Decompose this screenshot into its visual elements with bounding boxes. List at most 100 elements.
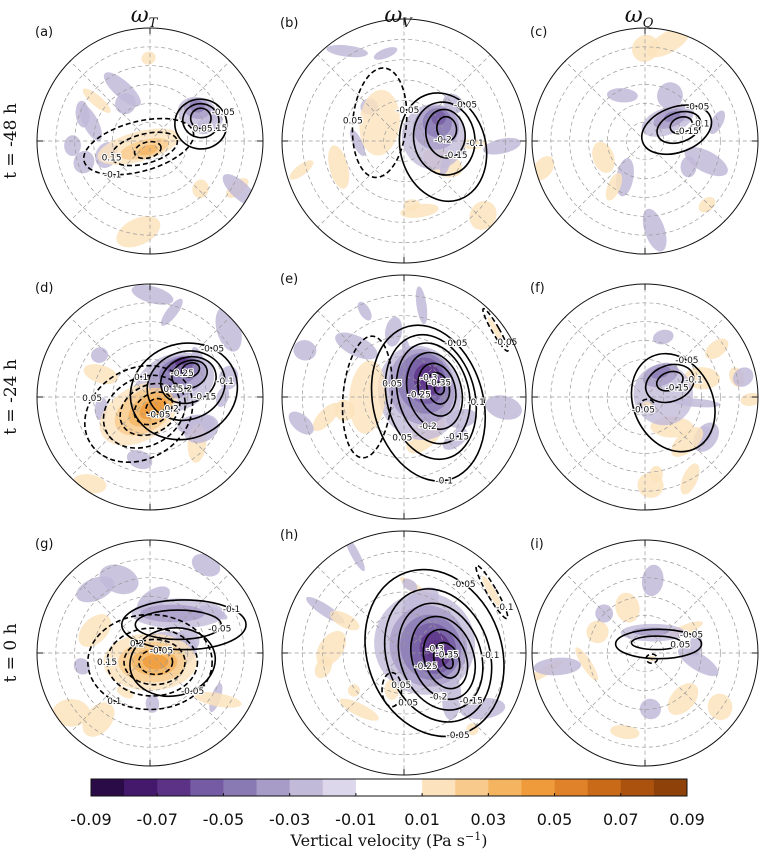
contour-negative xyxy=(424,108,466,159)
colorbar-segment xyxy=(521,779,556,796)
grid-ring xyxy=(74,577,226,729)
shading-blob xyxy=(606,88,638,103)
contour-negative xyxy=(129,627,217,698)
shading-blob xyxy=(575,647,599,681)
contour-label: 0.05 xyxy=(670,641,690,651)
colorbar-segment xyxy=(256,779,291,796)
grid-spoke xyxy=(564,572,641,649)
contour-positive xyxy=(381,671,403,708)
contour-negative xyxy=(655,370,684,392)
panel-shading xyxy=(72,284,242,494)
colorbar-segment xyxy=(554,779,589,796)
contour-negative xyxy=(412,101,476,176)
column-headers: ωT ωV ωQ xyxy=(131,3,654,31)
shading-blob xyxy=(632,34,659,62)
shading-blob xyxy=(335,332,378,360)
grid-spoke xyxy=(649,401,726,478)
panel-a: -0.050.150.05-0.10.15(a) xyxy=(35,25,264,255)
contour-positive xyxy=(341,335,394,459)
column-header-symbol: ω xyxy=(625,3,643,28)
contour-positive xyxy=(123,638,186,686)
panel-boundary xyxy=(531,539,759,767)
colorbar-segment xyxy=(422,779,456,796)
shading-blob xyxy=(485,395,522,420)
shading-blob xyxy=(732,367,754,387)
contour-label: -0.1 xyxy=(692,120,710,130)
shading-blob xyxy=(684,147,728,177)
shading-blob xyxy=(680,463,700,495)
grid-ring xyxy=(74,321,226,473)
shading-blob xyxy=(592,141,615,173)
contour-label: -0.1 xyxy=(496,603,514,613)
shading-blob xyxy=(680,156,697,178)
row-labels: t = -48 h t = -24 h t = 0 h xyxy=(1,103,21,682)
grid-spoke xyxy=(564,401,641,478)
contour-label: -0.1 xyxy=(435,477,453,487)
panel-contours xyxy=(87,599,247,711)
grid-spoke xyxy=(69,572,146,649)
shading-blob xyxy=(344,536,365,572)
colorbar-segment xyxy=(124,779,158,796)
panel-contours xyxy=(630,352,716,453)
shading-blob xyxy=(194,692,242,708)
grid-spoke xyxy=(649,657,726,734)
shading-blob xyxy=(131,284,174,305)
shading-blob xyxy=(328,145,350,189)
grid-spoke xyxy=(408,401,491,484)
contour-label: -0.05 xyxy=(632,406,655,416)
colorbar-tick-label: -0.05 xyxy=(203,810,244,829)
colorbar-tick-label: -0.01 xyxy=(335,810,376,829)
contour-label: -0.15 xyxy=(676,127,699,137)
colorbar-segment xyxy=(289,779,324,796)
contour-positive xyxy=(119,382,181,437)
shading-blob xyxy=(667,683,699,715)
shading-blob xyxy=(141,51,156,65)
shading-blob xyxy=(402,578,418,592)
grid-ring xyxy=(362,611,446,695)
panel-boundary xyxy=(281,274,527,520)
panel-grid xyxy=(532,540,758,766)
contour-negative xyxy=(614,628,703,660)
colorbar-tick-label: 0.07 xyxy=(603,810,639,829)
grid-spoke xyxy=(317,54,400,137)
contour-label: -0.35 xyxy=(435,651,458,661)
shading-blob xyxy=(79,104,102,142)
shading-blob xyxy=(740,392,758,407)
contour-label: -0.1 xyxy=(216,377,234,387)
grid-spoke xyxy=(564,60,641,137)
shading-blob xyxy=(652,329,674,345)
shading-core xyxy=(434,647,442,657)
grid-spoke xyxy=(69,145,146,222)
contour-label: 0.2 xyxy=(164,405,178,415)
contour-label: -0.15 xyxy=(460,696,483,706)
panel-d: -0.05-0.1-0.15-0.2-0.250.050.10.150.2-0.… xyxy=(35,281,264,511)
shading-blob xyxy=(705,338,729,360)
panel-h: -0.05 -0.1 -0.15 -0.2 -0.25 -0.3-0.35 0.05 -0.1… xyxy=(280,528,527,776)
contour-label: -0.05 xyxy=(444,339,467,349)
shading-blob xyxy=(126,450,153,470)
grid-spoke xyxy=(649,145,726,222)
shading-blob xyxy=(469,200,497,230)
contour-negative xyxy=(410,615,477,701)
colorbar-segment xyxy=(190,779,224,796)
grid-spoke xyxy=(317,657,400,740)
colorbar-segment xyxy=(389,779,423,796)
grid-ring xyxy=(569,577,721,729)
contour-negative xyxy=(405,351,464,431)
grid-spoke xyxy=(564,316,641,393)
panel-contours xyxy=(82,98,228,176)
contour-positive xyxy=(145,397,167,417)
contour-negative xyxy=(395,342,471,445)
column-header-symbol: ω xyxy=(384,3,402,28)
colorbar-frame xyxy=(90,778,688,797)
contour-label: 0.15 xyxy=(207,124,227,134)
colorbar-tick-label: 0.05 xyxy=(537,810,573,829)
shading-blob xyxy=(586,620,609,644)
contour-positive xyxy=(87,613,213,711)
contour-label: -0.1 xyxy=(482,651,500,661)
contour-label: -0.2 xyxy=(430,693,448,703)
colorbar-tick-label: -0.09 xyxy=(70,810,111,829)
grid-spoke xyxy=(564,657,641,734)
colorbar-segment xyxy=(157,779,191,796)
contour-label: 0.1 xyxy=(107,697,121,707)
